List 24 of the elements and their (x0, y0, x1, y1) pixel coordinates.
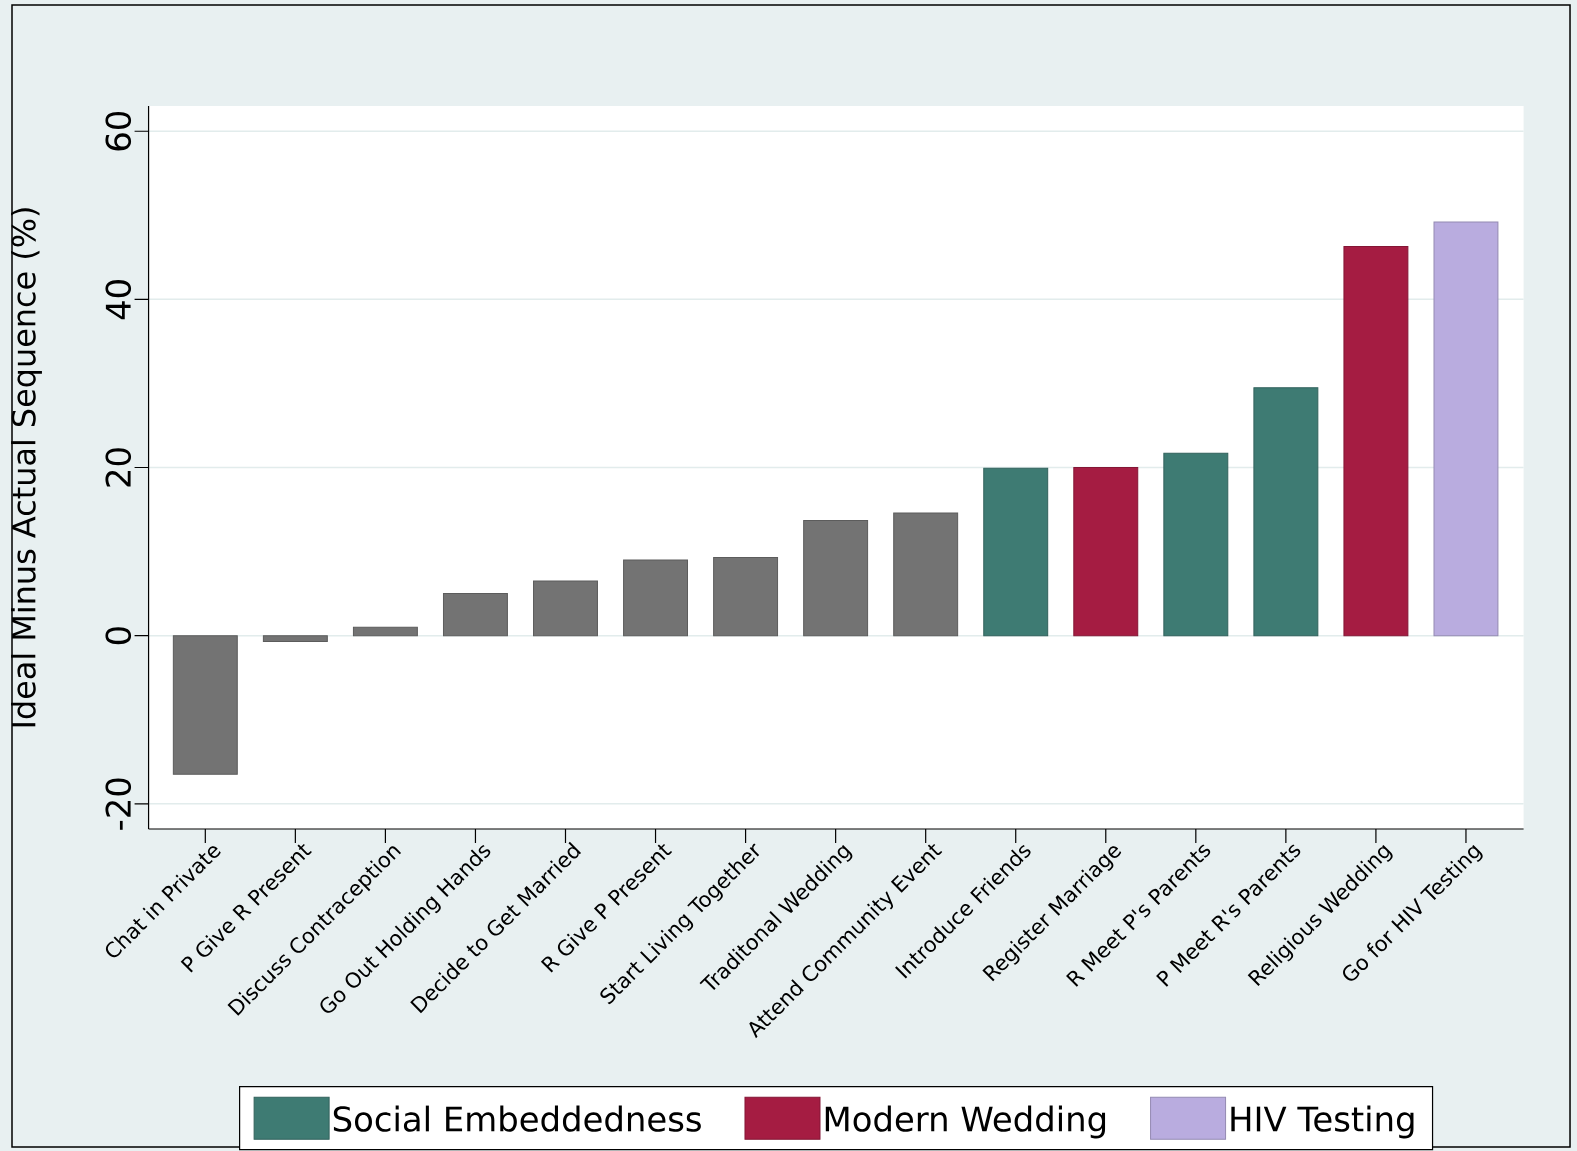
bar (803, 519, 869, 637)
legend-label: HIV Testing (1231, 1105, 1414, 1139)
bar (1433, 221, 1499, 637)
y-tick-label: 60 (105, 111, 132, 151)
legend-label: Social Embeddedness (333, 1105, 701, 1132)
bar (442, 593, 508, 637)
bar (983, 467, 1049, 637)
bar (1253, 387, 1319, 637)
bar (893, 512, 959, 637)
legend-label: Modern Wedding (825, 1105, 1106, 1139)
y-tick-label: 40 (105, 280, 132, 320)
y-axis-title: Ideal Minus Actual Sequence (%) (11, 208, 42, 727)
bar (623, 559, 689, 637)
bar (1073, 467, 1139, 637)
bar (713, 556, 779, 637)
bar (1163, 452, 1229, 637)
y-tick-label: -20 (105, 778, 132, 830)
bar (352, 626, 418, 637)
bar (533, 580, 598, 637)
bar (262, 635, 328, 643)
y-tick-label: 20 (105, 448, 132, 487)
bar (1343, 245, 1409, 637)
bar (172, 635, 238, 775)
y-tick-label: 0 (105, 627, 132, 645)
